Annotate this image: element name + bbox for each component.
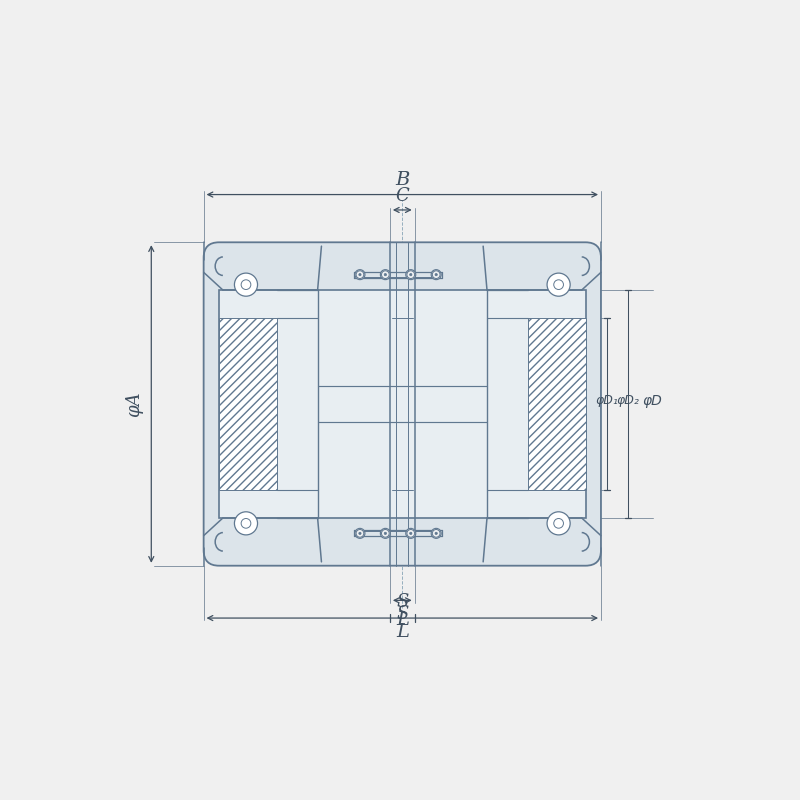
Circle shape (234, 512, 258, 535)
Text: L: L (396, 622, 409, 641)
Circle shape (547, 512, 570, 535)
Text: S: S (396, 605, 409, 623)
Circle shape (241, 280, 251, 290)
Circle shape (410, 274, 412, 276)
Circle shape (382, 270, 390, 278)
FancyBboxPatch shape (204, 242, 601, 566)
Circle shape (435, 274, 438, 276)
Circle shape (431, 528, 441, 538)
Circle shape (410, 532, 412, 534)
Circle shape (356, 270, 364, 278)
Bar (219, 290, 586, 518)
Circle shape (384, 532, 386, 534)
Circle shape (407, 530, 414, 538)
Circle shape (431, 270, 441, 280)
Circle shape (382, 530, 390, 538)
Text: φD: φD (642, 394, 662, 408)
Circle shape (407, 270, 414, 278)
Circle shape (554, 280, 563, 290)
Circle shape (432, 270, 440, 278)
Circle shape (380, 528, 390, 538)
Bar (528, 318, 586, 490)
Circle shape (406, 528, 416, 538)
Circle shape (547, 273, 570, 296)
Text: S: S (396, 593, 409, 611)
Circle shape (358, 274, 361, 276)
Text: φD₁: φD₁ (596, 394, 618, 407)
Text: L: L (396, 611, 409, 629)
Circle shape (554, 518, 563, 528)
Circle shape (358, 532, 361, 534)
Text: C: C (395, 187, 409, 206)
Text: φD₂: φD₂ (617, 394, 639, 407)
Circle shape (406, 270, 416, 280)
Circle shape (432, 530, 440, 538)
Circle shape (356, 530, 364, 538)
Circle shape (384, 274, 386, 276)
Bar (219, 318, 277, 490)
Text: B: B (395, 171, 410, 189)
Circle shape (435, 532, 438, 534)
Circle shape (234, 273, 258, 296)
Circle shape (355, 270, 365, 280)
Circle shape (355, 528, 365, 538)
Text: φA: φA (126, 391, 143, 417)
Circle shape (380, 270, 390, 280)
Circle shape (241, 518, 251, 528)
